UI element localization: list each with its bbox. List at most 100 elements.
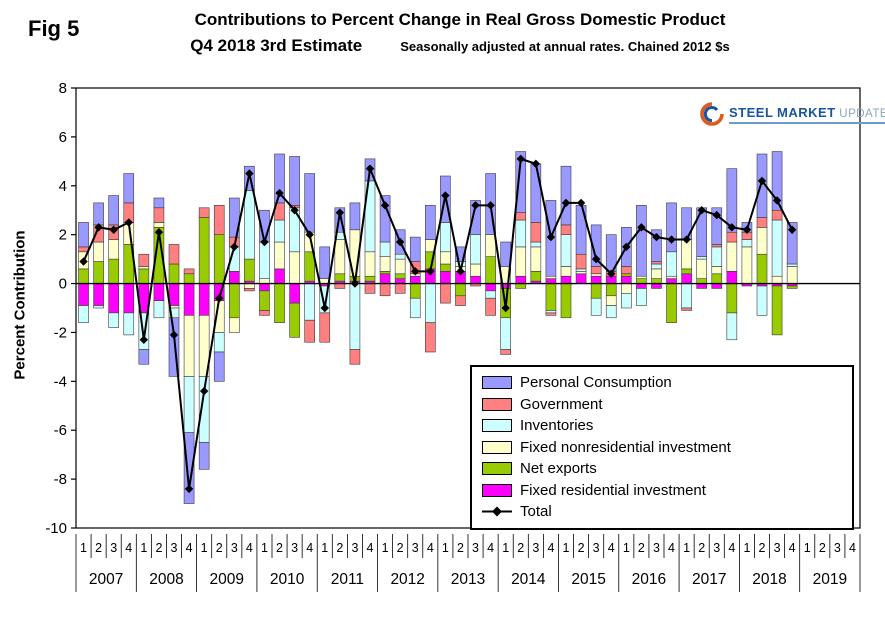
quarter-label: 4	[487, 541, 494, 555]
bar-segment-pc	[319, 246, 331, 279]
quarter-label: 2	[155, 541, 162, 555]
year-label: 2013	[451, 571, 485, 588]
bar-segment-pc	[123, 173, 135, 204]
quarter-label: 1	[743, 541, 750, 555]
bar-segment-fnr	[636, 275, 647, 279]
y-tick-label: -4	[54, 373, 67, 390]
bar-segment-inv	[771, 219, 783, 277]
bar-segment-pc	[229, 197, 240, 238]
legend-box: Personal Consumption Government Inventorie…	[470, 365, 854, 530]
year-label: 2009	[210, 571, 244, 588]
bar-segment-pc	[138, 349, 150, 365]
quarter-label: 1	[80, 541, 87, 555]
bar-segment-pc	[771, 151, 783, 211]
bar-segment-gov	[545, 312, 557, 316]
total-diamond-marker	[199, 386, 209, 396]
bar-segment-fnr	[244, 283, 255, 289]
bar-segment-fri	[560, 275, 572, 284]
total-diamond-marker	[546, 232, 556, 242]
year-label: 2016	[632, 571, 666, 588]
bar-segment-gov	[440, 283, 451, 304]
quarter-label: 3	[110, 541, 117, 555]
bar-segment-inv	[455, 261, 466, 267]
total-diamond-marker	[275, 188, 284, 198]
bar-segment-fnr	[756, 227, 768, 255]
bar-segment-fnr	[289, 251, 300, 284]
bar-segment-nx	[409, 283, 421, 299]
bar-segment-gov	[771, 209, 783, 221]
total-diamond-marker	[486, 201, 495, 210]
quarter-label: 3	[653, 541, 660, 555]
bar-segment-fnr	[560, 266, 572, 277]
smu-logo-market: MARKET	[777, 104, 836, 120]
bar-segment-inv	[153, 300, 165, 319]
smu-logo-update: UPDATE	[839, 107, 885, 120]
bar-segment-pc	[198, 442, 210, 470]
legend-label: Inventories	[520, 417, 594, 435]
bar-segment-nx	[78, 268, 89, 284]
y-tick-label: -6	[54, 422, 67, 439]
total-diamond-marker	[637, 223, 646, 232]
bar-segment-nx	[530, 271, 542, 282]
quarter-label: 2	[457, 541, 464, 555]
bar-segment-nx	[440, 263, 451, 272]
bar-segment-fri	[485, 283, 496, 292]
bar-segment-gov	[78, 246, 89, 253]
total-diamond-marker	[94, 223, 103, 232]
bar-segment-pc	[470, 200, 481, 235]
y-tick-label: -10	[45, 520, 67, 537]
bar-segment-fri	[621, 275, 632, 284]
bar-segment-inv	[440, 222, 451, 253]
bar-segment-nx	[379, 271, 391, 275]
quarter-label: 2	[759, 541, 766, 555]
bar-segment-nx	[334, 273, 346, 282]
quarter-label: 4	[849, 541, 856, 555]
year-label: 2008	[149, 571, 183, 588]
year-label: 2010	[270, 571, 305, 588]
total-diamond-marker	[697, 206, 706, 215]
bar-segment-inv	[696, 256, 707, 260]
total-diamond-marker	[411, 267, 420, 276]
bar-segment-fnr	[183, 315, 195, 377]
smu-logo-text: STEEL MARKET UPDATE	[729, 105, 885, 124]
quarter-label: 3	[472, 541, 479, 555]
quarter-label: 4	[125, 541, 132, 555]
chart-subtitle-row: Q4 2018 3rd Estimate Seasonally adjusted…	[60, 36, 860, 56]
bar-segment-nx	[274, 283, 285, 323]
quarter-label: 2	[578, 541, 585, 555]
bar-segment-inv	[545, 310, 557, 314]
bar-segment-fri	[681, 273, 692, 284]
bar-segment-gov	[590, 266, 602, 275]
legend-item: Inventories	[482, 415, 842, 437]
bar-segment-inv	[711, 246, 723, 267]
bar-segment-gov	[621, 266, 632, 275]
total-diamond-marker	[757, 176, 767, 186]
bar-segment-nx	[621, 273, 632, 277]
total-diamond-marker	[139, 335, 149, 344]
bar-segment-fnr	[108, 239, 119, 260]
bar-segment-inv	[560, 234, 572, 267]
legend-item: Net exports	[482, 458, 842, 480]
bar-segment-pc	[304, 173, 315, 233]
bar-segment-fnr	[711, 266, 723, 275]
smu-logo: STEEL MARKET UPDATE	[700, 102, 885, 126]
bar-segment-nx	[183, 273, 195, 284]
total-diamond-marker	[712, 210, 721, 220]
quarter-label: 2	[216, 541, 223, 555]
total-diamond-marker	[124, 218, 133, 227]
year-label: 2019	[813, 571, 847, 588]
legend-item: Fixed nonresidential investment	[482, 437, 842, 459]
y-tick-label: 0	[59, 276, 67, 293]
bar-segment-gov	[530, 222, 542, 243]
bar-segment-nx	[545, 283, 557, 311]
quarter-label: 2	[336, 541, 343, 555]
bar-segment-inv	[259, 241, 270, 279]
bar-segment-inv	[681, 283, 692, 309]
bar-segment-gov	[319, 312, 331, 343]
bar-segment-inv	[409, 297, 421, 319]
bar-segment-nx	[364, 275, 376, 282]
quarter-label: 4	[306, 541, 313, 555]
bar-segment-inv	[379, 241, 391, 257]
bar-segment-inv	[636, 288, 647, 306]
y-tick-label: -8	[54, 471, 67, 488]
